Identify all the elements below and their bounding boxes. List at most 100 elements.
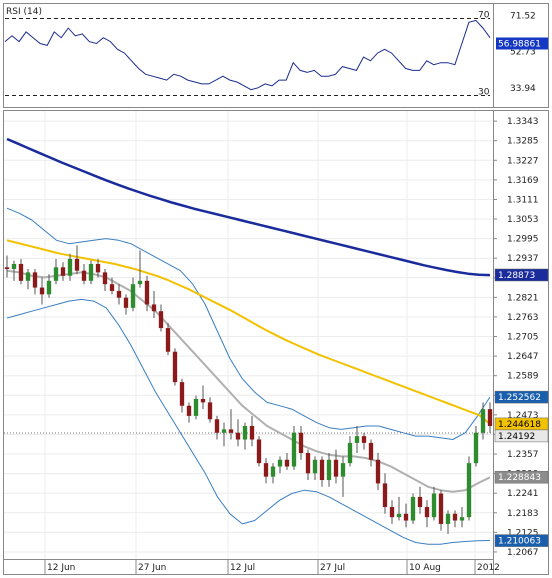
bollinger-upper-band <box>6 207 491 440</box>
candle-bull <box>53 267 59 281</box>
candle-bull <box>354 436 360 443</box>
candle-bull <box>193 398 199 416</box>
price-badge-box <box>494 390 549 404</box>
bollinger-lower-band <box>6 298 491 545</box>
candle-bear <box>123 297 129 308</box>
bollinger-middle-line <box>6 269 491 493</box>
candle-bull <box>396 513 402 518</box>
price-tick-label: 1.2821 <box>507 293 539 303</box>
candle-bull <box>340 463 346 477</box>
candle-bear <box>165 328 171 352</box>
candle-bull <box>347 442 353 464</box>
date-tick-label: 10 Aug <box>409 563 441 573</box>
price-tick-label: 1.2473 <box>507 411 539 421</box>
price-tick-label: 1.3343 <box>507 117 539 127</box>
candle-bull <box>270 466 276 477</box>
candle-bear <box>116 290 122 298</box>
candle-bear <box>333 459 339 477</box>
candle-bear <box>368 442 374 460</box>
candle-bull <box>221 429 227 433</box>
candle-bear <box>263 463 269 477</box>
candle-bull <box>466 463 472 518</box>
price-badge-label: 1.210063 <box>498 537 541 547</box>
candle-bear <box>389 507 395 518</box>
candle-bear <box>298 432 304 454</box>
price-badge: 1.24192 <box>494 429 549 443</box>
price-badge: 1.28873 <box>494 268 549 282</box>
candle-bear <box>417 496 423 508</box>
price-tick-label: 1.2937 <box>507 254 539 264</box>
price-badge: 1.244618 <box>494 417 549 431</box>
price-badge-label: 1.244618 <box>498 420 541 430</box>
candle-bull <box>431 493 437 518</box>
price-badge-box <box>494 268 549 282</box>
candle-bear <box>151 304 157 312</box>
rsi-tick-label: 52.73 <box>510 48 536 58</box>
candle-bear <box>18 263 24 281</box>
price-badge-box <box>494 429 549 443</box>
rsi-tick-label: 33.94 <box>510 84 536 94</box>
price-tick-label: 1.2763 <box>507 313 539 323</box>
candle-bear <box>179 382 185 406</box>
price-tick-label: 1.3111 <box>507 195 539 205</box>
price-tick-label: 1.2241 <box>507 489 539 499</box>
candle-bull <box>130 284 136 308</box>
price-tick-label: 1.2995 <box>507 235 539 245</box>
date-tick-label: 2012 <box>477 563 500 573</box>
rsi-value-badge-label: 56.98861 <box>498 39 541 49</box>
candle-bull <box>46 280 52 295</box>
date-tick-label: 12 Jul <box>230 563 255 573</box>
price-badge-box <box>494 470 549 484</box>
candle-bear <box>487 409 493 427</box>
price-tick-label: 1.2647 <box>507 352 539 362</box>
candle-bear <box>249 426 255 440</box>
sma-50-line <box>6 239 491 425</box>
candle-bear <box>256 439 262 464</box>
candle-bull <box>291 432 297 467</box>
candle-bear <box>95 263 101 273</box>
price-tick-label: 1.2183 <box>507 509 539 519</box>
candle-bull <box>11 263 17 270</box>
price-badge: 1.252562 <box>494 390 549 404</box>
price-badge-label: 1.24192 <box>498 432 535 442</box>
candle-bull <box>410 496 416 521</box>
candle-bear <box>228 429 234 433</box>
candle-bear <box>102 272 108 285</box>
rsi-level-label-70: 70 <box>478 10 490 20</box>
price-badge-label: 1.228843 <box>498 473 541 483</box>
price-tick-label: 1.2125 <box>507 528 539 538</box>
candle-bear <box>305 453 311 474</box>
candle-bear <box>319 459 325 481</box>
rsi-panel-frame <box>3 3 549 108</box>
candle-bear <box>158 311 164 329</box>
price-tick-label: 1.2067 <box>507 548 539 558</box>
price-tick-label: 1.3053 <box>507 215 539 225</box>
price-badge: 1.210063 <box>494 534 549 547</box>
candle-bear <box>4 267 10 270</box>
candle-bear <box>172 351 178 383</box>
candle-bull <box>445 513 451 524</box>
candle-bull <box>277 459 283 467</box>
candle-bear <box>361 436 367 443</box>
candle-bear <box>32 272 38 288</box>
date-tick-label: 27 Jul <box>320 563 345 573</box>
candle-bull <box>88 263 94 281</box>
candle-bull <box>473 432 479 464</box>
price-tick-label: 1.2705 <box>507 333 539 343</box>
price-tick-label: 1.2589 <box>507 372 539 382</box>
date-tick-label: 27 Jun <box>138 563 166 573</box>
candle-bear <box>438 493 444 524</box>
candle-bear <box>403 513 409 521</box>
candle-bull <box>67 258 73 276</box>
candle-bear <box>144 280 150 305</box>
candle-bull <box>242 426 248 440</box>
rsi-level-label-30: 30 <box>478 87 490 97</box>
price-tick-label: 1.3169 <box>507 176 539 186</box>
candle-bear <box>424 507 430 518</box>
candle-bear <box>60 267 66 276</box>
price-panel-frame <box>3 110 549 575</box>
rsi-line <box>4 19 491 91</box>
rsi-value-badge <box>496 37 548 50</box>
candle-bull <box>25 272 31 281</box>
